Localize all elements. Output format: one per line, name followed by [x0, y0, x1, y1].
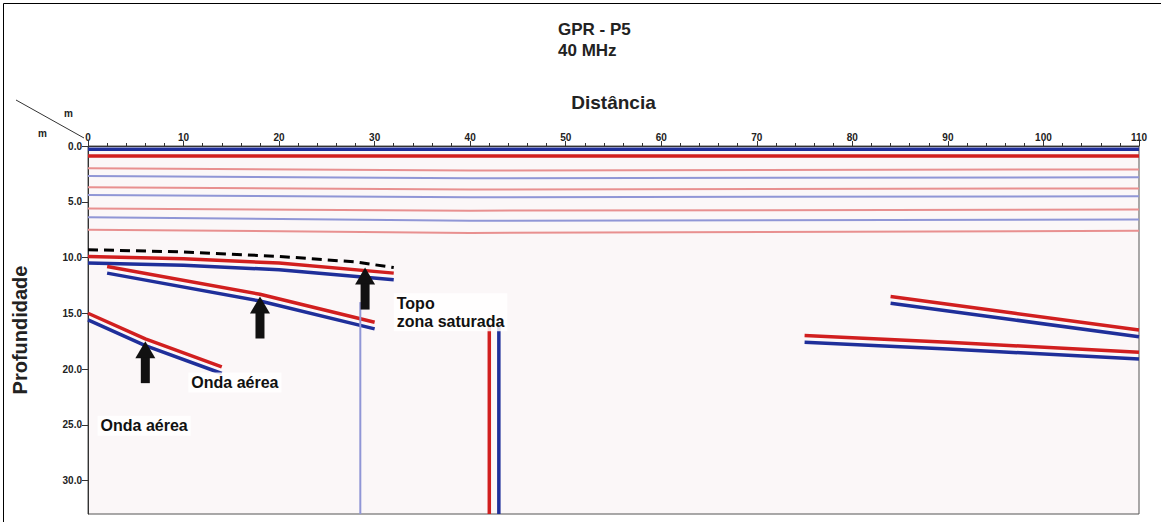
svg-text:20.0: 20.0	[63, 364, 83, 375]
svg-text:25.0: 25.0	[63, 419, 83, 430]
svg-text:GPR - P5: GPR - P5	[558, 20, 631, 39]
svg-text:40 MHz: 40 MHz	[558, 41, 617, 60]
svg-text:50: 50	[560, 132, 572, 143]
svg-text:Onda aérea: Onda aérea	[191, 374, 278, 391]
svg-text:5.0: 5.0	[68, 196, 82, 207]
svg-text:15.0: 15.0	[63, 308, 83, 319]
svg-text:60: 60	[656, 132, 668, 143]
svg-text:m: m	[38, 128, 47, 139]
svg-text:zona saturada: zona saturada	[397, 313, 505, 330]
svg-text:90: 90	[942, 132, 954, 143]
svg-text:70: 70	[751, 132, 763, 143]
svg-text:Distância: Distância	[571, 92, 656, 113]
svg-text:Topo: Topo	[397, 295, 435, 312]
svg-text:0.0: 0.0	[68, 141, 82, 152]
svg-text:m: m	[64, 108, 73, 119]
svg-text:Profundidade: Profundidade	[9, 266, 31, 395]
svg-text:20: 20	[274, 132, 286, 143]
svg-text:0: 0	[85, 132, 91, 143]
svg-text:30: 30	[369, 132, 381, 143]
svg-text:10.0: 10.0	[63, 252, 83, 263]
svg-text:100: 100	[1035, 132, 1052, 143]
svg-text:30.0: 30.0	[63, 475, 83, 486]
svg-text:40: 40	[465, 132, 477, 143]
svg-text:110: 110	[1131, 132, 1148, 143]
svg-text:10: 10	[178, 132, 190, 143]
svg-text:80: 80	[847, 132, 859, 143]
svg-text:Onda aérea: Onda aérea	[101, 417, 188, 434]
